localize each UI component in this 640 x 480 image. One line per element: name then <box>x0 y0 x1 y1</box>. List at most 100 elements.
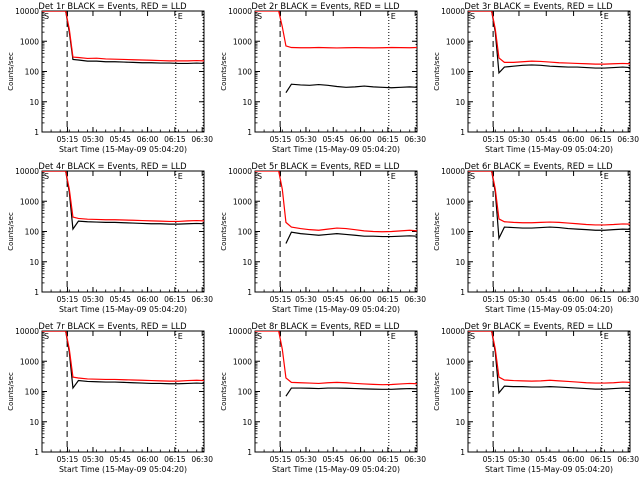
y-axis-label: Counts/sec <box>433 212 441 251</box>
x-axis-label: Start Time (15-May-09 05:04:20) <box>59 465 187 474</box>
detector-plot-1: Det 1r BLACK = Events, RED = LLD 1 10 100 10… <box>7 1 213 154</box>
y-tick-label: 100 <box>25 228 40 237</box>
y-tick-label: 1 <box>460 448 465 457</box>
y-tick-label: 10000 <box>228 7 252 16</box>
y-tick-label: 100 <box>238 68 253 77</box>
end-marker-label: E <box>604 332 609 341</box>
y-tick-label: 1000 <box>233 357 252 366</box>
x-tick-label: 06:15 <box>164 295 186 304</box>
y-tick-label: 10000 <box>441 167 465 176</box>
x-axis-label: Start Time (15-May-09 05:04:20) <box>272 465 400 474</box>
y-tick-label: 1 <box>460 128 465 137</box>
x-axis-label: Start Time (15-May-09 05:04:20) <box>272 305 400 314</box>
y-tick-label: 10 <box>455 98 465 107</box>
y-axis-label: Counts/sec <box>7 372 15 411</box>
x-tick-label: 06:00 <box>137 455 159 464</box>
x-tick-label: 06:00 <box>563 455 585 464</box>
y-tick-label: 100 <box>25 68 40 77</box>
x-tick-label: 05:45 <box>322 455 344 464</box>
plot-frame <box>41 170 205 293</box>
series-lld-line <box>42 331 204 382</box>
x-tick-label: 06:30 <box>617 135 639 144</box>
y-tick-label: 100 <box>25 388 40 397</box>
series-events-line <box>285 83 417 93</box>
series-lld-line <box>42 11 204 62</box>
end-marker-label: E <box>391 332 396 341</box>
plot-title: Det 8r BLACK = Events, RED = LLD <box>251 321 399 331</box>
detector-plot-7: Det 7r BLACK = Events, RED = LLD 1 10 100 10… <box>7 321 213 474</box>
y-tick-label: 10 <box>242 418 252 427</box>
x-tick-label: 05:45 <box>109 295 131 304</box>
y-tick-label: 10 <box>455 418 465 427</box>
y-tick-label: 1 <box>247 448 252 457</box>
y-axis-label: Counts/sec <box>220 212 228 251</box>
y-tick-label: 1 <box>34 128 39 137</box>
y-tick-label: 1000 <box>446 37 465 46</box>
x-tick-label: 06:30 <box>404 295 426 304</box>
end-marker-label: E <box>391 172 396 181</box>
x-tick-label: 05:45 <box>535 135 557 144</box>
detector-plot-6: Det 6r BLACK = Events, RED = LLD 1 10 100 10… <box>433 161 639 314</box>
x-tick-label: 06:30 <box>191 295 213 304</box>
y-tick-label: 100 <box>451 68 466 77</box>
x-tick-label: 06:15 <box>377 455 399 464</box>
y-tick-label: 100 <box>238 228 253 237</box>
y-axis-label: Counts/sec <box>7 212 15 251</box>
x-tick-label: 06:30 <box>617 295 639 304</box>
x-tick-label: 06:00 <box>137 135 159 144</box>
end-marker-label: E <box>178 12 183 21</box>
plot-title: Det 3r BLACK = Events, RED = LLD <box>464 1 612 11</box>
y-tick-label: 100 <box>238 388 253 397</box>
y-axis-label: Counts/sec <box>433 372 441 411</box>
start-marker-label: S <box>470 172 475 181</box>
x-tick-label: 05:15 <box>57 135 79 144</box>
y-tick-label: 1000 <box>20 357 39 366</box>
x-tick-label: 06:30 <box>191 135 213 144</box>
x-tick-label: 05:45 <box>109 135 131 144</box>
end-marker-label: E <box>391 12 396 21</box>
x-tick-label: 05:15 <box>270 295 292 304</box>
y-tick-label: 1 <box>247 128 252 137</box>
x-tick-label: 06:15 <box>377 135 399 144</box>
y-axis-label: Counts/sec <box>433 52 441 91</box>
x-tick-label: 05:30 <box>295 455 317 464</box>
x-tick-label: 05:30 <box>508 295 530 304</box>
x-axis-label: Start Time (15-May-09 05:04:20) <box>485 145 613 154</box>
plot-title: Det 9r BLACK = Events, RED = LLD <box>464 321 612 331</box>
y-tick-label: 100 <box>451 228 466 237</box>
end-marker-label: E <box>604 172 609 181</box>
series-events-line <box>285 387 417 397</box>
x-tick-label: 06:30 <box>617 455 639 464</box>
x-tick-label: 05:15 <box>483 135 505 144</box>
plot-frame <box>41 330 205 453</box>
x-tick-label: 05:30 <box>508 135 530 144</box>
y-tick-label: 1000 <box>20 197 39 206</box>
y-tick-label: 100 <box>451 388 466 397</box>
x-tick-label: 05:30 <box>508 455 530 464</box>
x-tick-label: 05:15 <box>57 295 79 304</box>
x-tick-label: 06:00 <box>137 295 159 304</box>
y-tick-label: 10000 <box>441 327 465 336</box>
y-tick-label: 10000 <box>228 167 252 176</box>
start-marker-label: S <box>44 12 49 21</box>
y-tick-label: 10 <box>29 98 39 107</box>
plot-title: Det 2r BLACK = Events, RED = LLD <box>251 1 399 11</box>
x-tick-label: 05:15 <box>57 455 79 464</box>
y-tick-label: 1000 <box>233 197 252 206</box>
x-tick-label: 06:30 <box>404 455 426 464</box>
x-tick-label: 06:00 <box>350 455 372 464</box>
x-axis-label: Start Time (15-May-09 05:04:20) <box>59 145 187 154</box>
series-lld-line <box>42 171 204 223</box>
end-marker-label: E <box>604 12 609 21</box>
y-tick-label: 1000 <box>446 197 465 206</box>
plot-title: Det 1r BLACK = Events, RED = LLD <box>38 1 186 11</box>
start-marker-label: S <box>257 12 262 21</box>
y-tick-label: 1000 <box>446 357 465 366</box>
start-marker-label: S <box>44 172 49 181</box>
y-tick-label: 10000 <box>441 7 465 16</box>
x-tick-label: 05:15 <box>270 455 292 464</box>
series-lld-line <box>255 11 417 49</box>
x-tick-label: 06:00 <box>350 135 372 144</box>
x-tick-label: 05:30 <box>82 295 104 304</box>
